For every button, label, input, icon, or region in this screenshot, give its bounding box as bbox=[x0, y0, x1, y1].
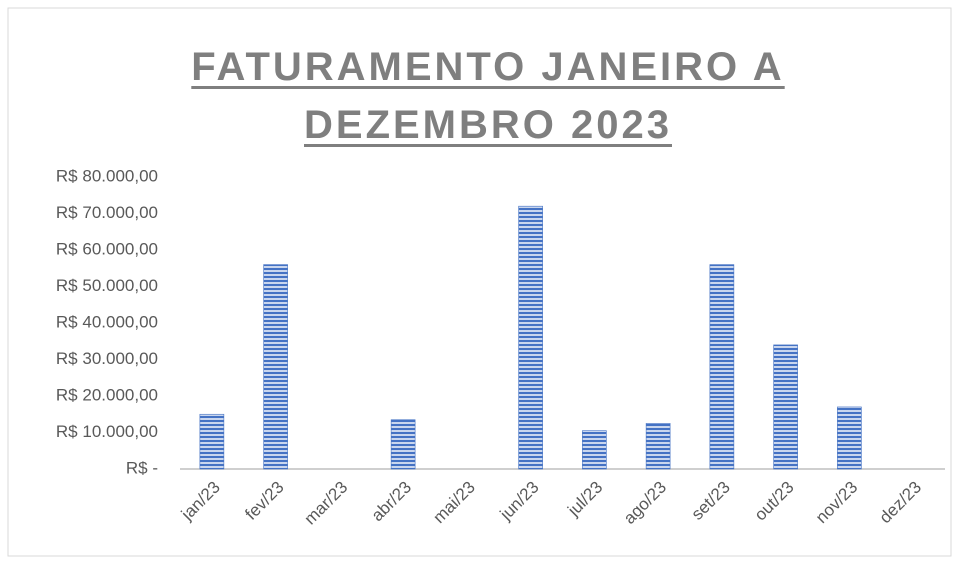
bar bbox=[199, 413, 225, 470]
x-tick-label: mai/23 bbox=[429, 478, 479, 528]
chart-border bbox=[7, 7, 952, 557]
x-tick-label: jul/23 bbox=[563, 478, 606, 521]
bar bbox=[518, 205, 543, 470]
bar bbox=[837, 406, 862, 470]
x-tick-label: dez/23 bbox=[876, 478, 926, 528]
bar bbox=[709, 264, 735, 470]
y-tick-label: R$ 10.000,00 bbox=[56, 422, 158, 441]
bar bbox=[390, 419, 416, 470]
x-tick-label: ago/23 bbox=[620, 478, 670, 528]
chart-title: FATURAMENTO JANEIRO A DEZEMBRO 2023 bbox=[191, 45, 785, 147]
bar bbox=[645, 423, 671, 470]
x-tick-label: mar/23 bbox=[301, 478, 352, 529]
y-tick-label: R$ 80.000,00 bbox=[56, 166, 158, 185]
x-tick-label: set/23 bbox=[688, 478, 734, 524]
bar bbox=[263, 264, 288, 470]
y-tick-label: R$ 40.000,00 bbox=[56, 312, 158, 331]
y-tick-label: R$ 60.000,00 bbox=[56, 239, 158, 258]
x-tick-label: jan/23 bbox=[177, 478, 224, 525]
y-tick-label: R$ 30.000,00 bbox=[56, 349, 158, 368]
bar bbox=[773, 344, 798, 470]
y-tick-label: R$ - bbox=[126, 458, 158, 477]
y-tick-label: R$ 70.000,00 bbox=[56, 203, 158, 222]
bar bbox=[582, 430, 607, 470]
y-tick-label: R$ 20.000,00 bbox=[56, 385, 158, 404]
x-tick-label: fev/23 bbox=[241, 478, 287, 524]
x-tick-label: out/23 bbox=[751, 478, 798, 525]
x-tick-label: abr/23 bbox=[368, 478, 416, 526]
y-tick-label: R$ 50.000,00 bbox=[56, 276, 158, 295]
x-tick-label: nov/23 bbox=[812, 478, 862, 528]
x-tick-label: jun/23 bbox=[496, 478, 543, 525]
